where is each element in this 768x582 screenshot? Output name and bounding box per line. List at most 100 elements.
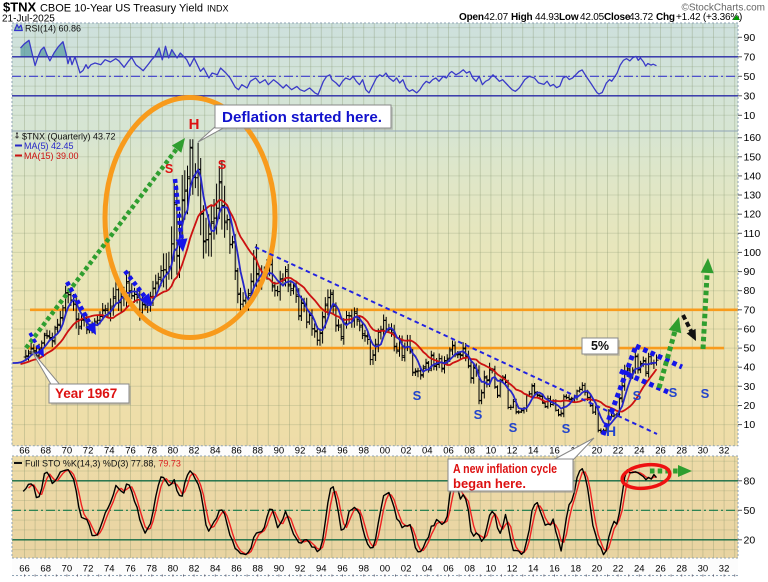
svg-text:30: 30 [744, 381, 756, 393]
svg-text:74: 74 [104, 446, 115, 457]
svg-text:$TNX: $TNX [3, 0, 37, 15]
svg-text:110: 110 [744, 228, 761, 240]
svg-text:20: 20 [744, 400, 756, 412]
svg-text:Year 1967: Year 1967 [55, 386, 117, 401]
svg-text:43.72: 43.72 [629, 12, 654, 23]
svg-text:76: 76 [125, 564, 136, 575]
svg-text:50: 50 [744, 71, 756, 83]
svg-text:30: 30 [698, 564, 709, 575]
svg-text:24: 24 [634, 564, 645, 575]
svg-text:24: 24 [634, 446, 645, 457]
svg-text:32: 32 [719, 446, 730, 457]
svg-text:90: 90 [274, 564, 285, 575]
svg-text:68: 68 [40, 446, 51, 457]
svg-text:S: S [474, 407, 483, 422]
svg-text:INDX: INDX [207, 4, 229, 14]
svg-text:22: 22 [613, 564, 624, 575]
svg-text:14: 14 [528, 446, 539, 457]
svg-text:08: 08 [464, 446, 475, 457]
svg-text:88: 88 [252, 564, 263, 575]
svg-text:H: H [189, 116, 200, 133]
svg-text:CBOE 10-Year US Treasury Yield: CBOE 10-Year US Treasury Yield [40, 3, 203, 15]
svg-text:30: 30 [698, 446, 709, 457]
svg-text:32: 32 [719, 564, 730, 575]
svg-text:82: 82 [189, 446, 200, 457]
svg-text:86: 86 [231, 446, 242, 457]
svg-text:160: 160 [744, 132, 762, 144]
svg-text:42.07: 42.07 [484, 12, 509, 23]
svg-text:08: 08 [464, 564, 475, 575]
svg-text:150: 150 [744, 151, 762, 163]
svg-text:30: 30 [744, 90, 756, 102]
svg-text:10: 10 [744, 419, 756, 431]
svg-text:5%: 5% [591, 339, 609, 353]
svg-text:100: 100 [744, 247, 762, 259]
svg-text:06: 06 [443, 564, 454, 575]
svg-text:21-Jul-2025: 21-Jul-2025 [2, 14, 55, 25]
svg-text:82: 82 [189, 564, 200, 575]
svg-text:84: 84 [210, 564, 221, 575]
svg-text:S: S [669, 385, 678, 400]
svg-text:18: 18 [570, 564, 581, 575]
svg-text:88: 88 [252, 446, 263, 457]
svg-text:H: H [606, 423, 616, 439]
svg-text:10: 10 [486, 446, 497, 457]
svg-text:MA(5) 42.45: MA(5) 42.45 [24, 141, 74, 151]
svg-text:Chg: Chg [656, 12, 675, 23]
svg-text:22: 22 [613, 446, 624, 457]
svg-text:S: S [509, 420, 518, 435]
svg-text:02: 02 [401, 446, 412, 457]
svg-text:©StockCharts.com: ©StockCharts.com [681, 3, 765, 14]
svg-text:04: 04 [422, 446, 433, 457]
svg-text:$TNX (Quarterly) 43.72: $TNX (Quarterly) 43.72 [22, 132, 116, 142]
svg-text:60: 60 [744, 324, 756, 336]
svg-text:16: 16 [549, 564, 560, 575]
svg-text:98: 98 [358, 564, 369, 575]
svg-text:90: 90 [744, 266, 756, 278]
svg-text:RSI(14) 60.86: RSI(14) 60.86 [25, 24, 81, 34]
svg-text:10: 10 [744, 110, 756, 122]
svg-text:72: 72 [83, 564, 94, 575]
svg-text:+1.42 (+3.36%): +1.42 (+3.36%) [676, 12, 742, 23]
svg-text:10: 10 [486, 564, 497, 575]
svg-text:began here.: began here. [453, 476, 526, 491]
svg-text:50: 50 [744, 343, 756, 355]
svg-text:S: S [562, 421, 571, 436]
svg-text:94: 94 [316, 446, 327, 457]
svg-text:80: 80 [744, 285, 756, 297]
svg-text:06: 06 [443, 446, 454, 457]
svg-text:42.05: 42.05 [580, 12, 605, 23]
svg-text:12: 12 [507, 446, 518, 457]
svg-text:92: 92 [295, 446, 306, 457]
svg-text:70: 70 [62, 564, 73, 575]
svg-text:70: 70 [744, 304, 756, 316]
svg-text:90: 90 [274, 446, 285, 457]
svg-text:16: 16 [549, 446, 560, 457]
svg-text:78: 78 [146, 564, 157, 575]
svg-text:68: 68 [40, 564, 51, 575]
svg-text:14: 14 [528, 564, 539, 575]
svg-text:50: 50 [744, 505, 756, 517]
svg-text:96: 96 [337, 446, 348, 457]
svg-text:S: S [701, 386, 710, 401]
svg-text:66: 66 [19, 446, 30, 457]
svg-text:28: 28 [676, 564, 687, 575]
svg-text:S: S [218, 158, 226, 172]
svg-text:130: 130 [744, 190, 762, 202]
svg-text:20: 20 [592, 564, 603, 575]
svg-text:120: 120 [744, 209, 762, 221]
svg-text:20: 20 [744, 534, 756, 546]
svg-text:00: 00 [380, 446, 391, 457]
svg-text:Low: Low [559, 12, 579, 23]
svg-text:Deflation started here.: Deflation started here. [222, 110, 382, 126]
svg-text:70: 70 [744, 51, 756, 63]
svg-text:86: 86 [231, 564, 242, 575]
svg-text:20: 20 [592, 446, 603, 457]
svg-text:78: 78 [146, 446, 157, 457]
svg-text:S: S [633, 388, 642, 403]
svg-text:98: 98 [358, 446, 369, 457]
svg-text:A new inflation cycle: A new inflation cycle [453, 461, 557, 476]
svg-text:94: 94 [316, 564, 327, 575]
svg-text:Open: Open [459, 12, 484, 23]
svg-text:12: 12 [507, 564, 518, 575]
